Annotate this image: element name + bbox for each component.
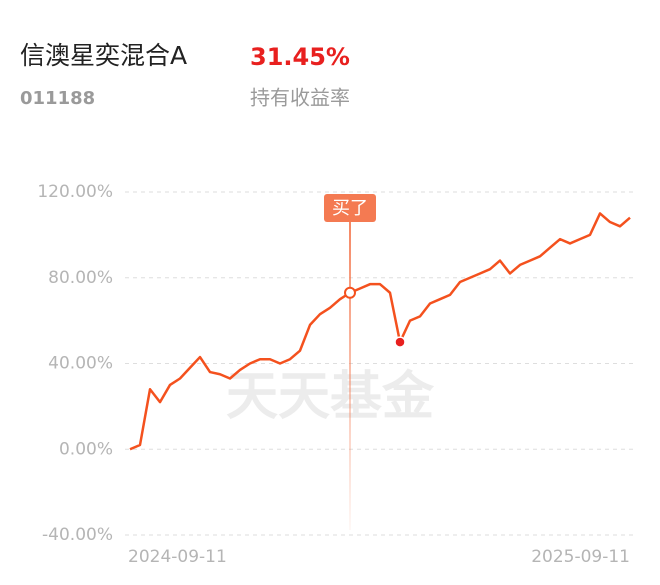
y-tick-label: 80.00% (48, 268, 113, 288)
x-tick-label: 2025-09-11 (531, 547, 630, 567)
buy-point (344, 286, 356, 299)
y-tick-label: 40.00% (48, 354, 113, 374)
buy-badge (324, 194, 376, 222)
y-tick-label: 0.00% (59, 439, 113, 459)
sell-point (394, 336, 406, 348)
y-tick-label: -40.00% (42, 525, 113, 545)
fund-code: 011188 (20, 88, 95, 109)
x-tick-label: 2024-09-11 (128, 547, 227, 567)
fund-name: 信澳星奕混合A (20, 41, 187, 70)
buy-label: 买了 (332, 198, 368, 219)
y-tick-label: 120.00% (37, 182, 113, 202)
buy-line (349, 222, 351, 530)
line (129, 212, 631, 451)
holding-return: 31.45% (250, 43, 350, 71)
return-label: 持有收益率 (250, 86, 350, 110)
watermark: 天天基金 (226, 367, 435, 427)
